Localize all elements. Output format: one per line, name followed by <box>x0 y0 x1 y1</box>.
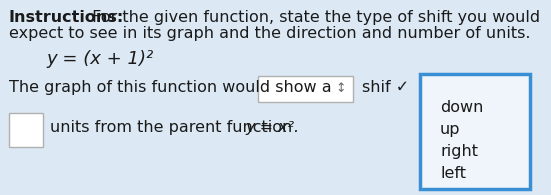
Text: units from the parent function: units from the parent function <box>50 120 298 135</box>
Bar <box>420 74 530 189</box>
Text: up: up <box>440 122 461 137</box>
Text: The graph of this function would show a: The graph of this function would show a <box>9 80 332 95</box>
Text: y = (x + 1)²: y = (x + 1)² <box>46 50 153 68</box>
Text: Instructions:: Instructions: <box>9 10 124 25</box>
Text: ↕: ↕ <box>336 82 346 96</box>
Text: down: down <box>440 100 483 115</box>
Text: expect to see in its graph and the direction and number of units.: expect to see in its graph and the direc… <box>9 26 531 41</box>
Bar <box>9 113 43 147</box>
Bar <box>258 76 353 102</box>
Bar <box>420 74 530 189</box>
Text: y = x².: y = x². <box>245 120 299 135</box>
Text: shif ✓: shif ✓ <box>362 80 409 95</box>
Text: right: right <box>440 144 478 159</box>
Text: For the given function, state the type of shift you would: For the given function, state the type o… <box>87 10 540 25</box>
Text: left: left <box>440 166 466 181</box>
